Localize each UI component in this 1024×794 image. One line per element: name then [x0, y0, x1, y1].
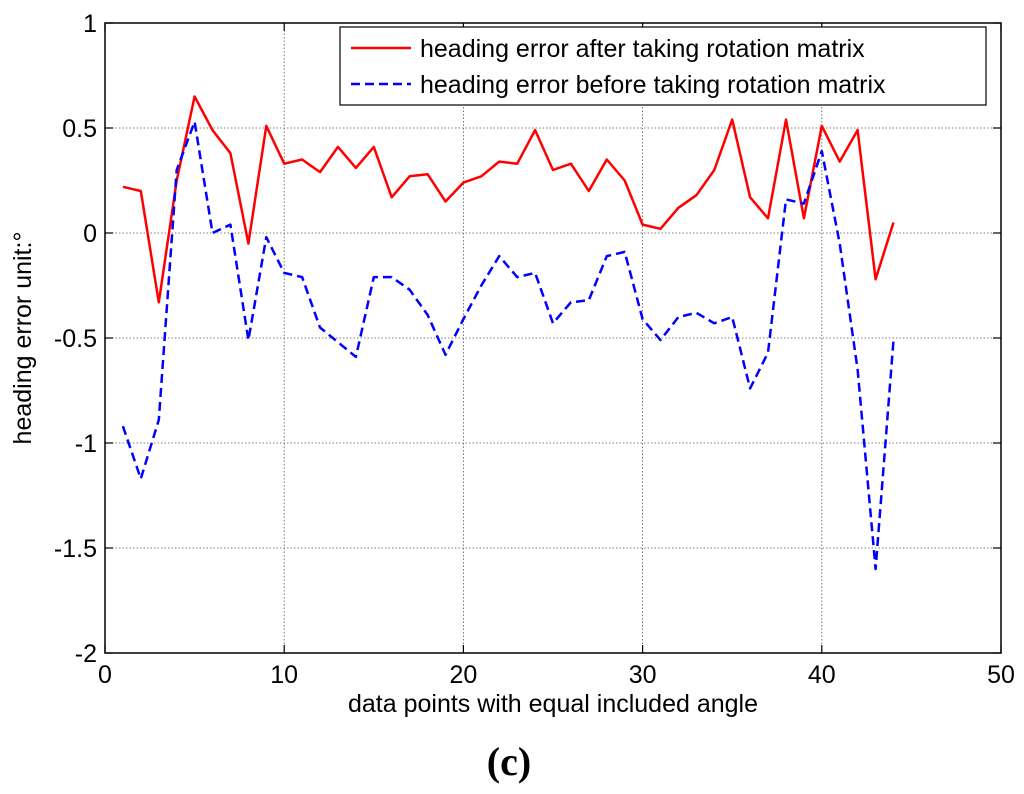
axis-ticks: 0 10 20 30 40 50 -2 -1.5 -1 -0.5 0 0.5 1 [54, 10, 1015, 689]
x-tick-label: 10 [270, 661, 298, 689]
x-tick-label: 30 [629, 661, 657, 689]
series-lines [121, 95, 895, 571]
legend-box [339, 26, 987, 106]
x-axis-label: data points with equal included angle [348, 690, 758, 718]
series-line-after-rotation [122, 95, 895, 304]
series-line-before-rotation [121, 120, 895, 571]
y-tick-label: 1 [83, 10, 97, 38]
x-tick-label: 50 [987, 661, 1015, 689]
y-axis-label: heading error unit:° [9, 232, 37, 445]
y-tick-label: -2 [75, 640, 97, 668]
legend-label-before: heading error before taking rotation mat… [420, 71, 886, 99]
y-tick-label: -1 [75, 430, 97, 458]
x-tick-label: 0 [98, 661, 112, 689]
y-tick-label: 0.5 [62, 115, 97, 143]
y-tick-label: 0 [83, 220, 97, 248]
legend: heading error after taking rotation matr… [339, 26, 987, 106]
grid-lines [105, 23, 1001, 653]
y-tick-label: -0.5 [54, 325, 97, 353]
x-tick-label: 40 [808, 661, 836, 689]
legend-label-after: heading error after taking rotation matr… [420, 35, 865, 63]
panel-label: (c) [487, 739, 531, 784]
x-tick-label: 20 [449, 661, 477, 689]
y-tick-label: -1.5 [54, 535, 97, 563]
